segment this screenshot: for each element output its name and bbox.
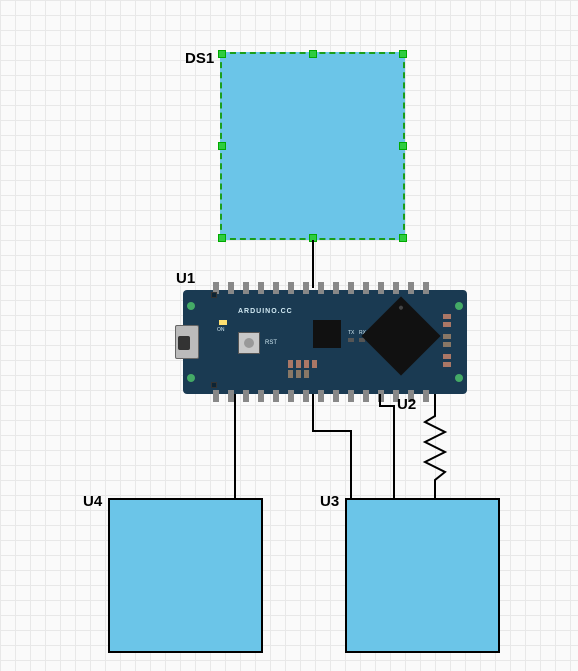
led-on <box>219 320 227 325</box>
wire <box>234 394 236 498</box>
sel-handle[interactable] <box>218 142 226 150</box>
label-u4: U4 <box>83 493 102 510</box>
component-u1-arduino[interactable]: ARDUINO.CC ON RST TX RX <box>183 290 467 394</box>
sel-handle[interactable] <box>309 50 317 58</box>
component-u4[interactable] <box>108 498 263 653</box>
mounting-hole <box>455 302 463 310</box>
header-hole <box>211 292 217 298</box>
component-resistor-u2[interactable] <box>422 410 448 488</box>
reset-button[interactable] <box>238 332 260 354</box>
component-u3[interactable] <box>345 498 500 653</box>
smd <box>304 370 309 378</box>
smd <box>304 360 309 368</box>
smd <box>443 354 451 359</box>
label-u2: U2 <box>397 396 416 413</box>
silk-arduino-cc: ARDUINO.CC <box>238 308 293 315</box>
usb-connector <box>175 325 199 359</box>
sel-handle[interactable] <box>399 142 407 150</box>
component-ds1[interactable] <box>220 52 405 240</box>
smd <box>288 360 293 368</box>
smd <box>443 322 451 327</box>
sel-handle[interactable] <box>218 234 226 242</box>
wire <box>312 430 352 432</box>
chip-small <box>313 320 341 348</box>
smd <box>288 370 293 378</box>
mounting-hole <box>187 302 195 310</box>
silk-tx: TX <box>348 330 354 336</box>
silk-on: ON <box>217 327 225 333</box>
smd <box>296 360 301 368</box>
sel-handle[interactable] <box>218 50 226 58</box>
smd <box>312 360 317 368</box>
wire <box>312 240 314 288</box>
chip-mcu <box>361 296 440 375</box>
smd <box>443 314 451 319</box>
mounting-hole <box>187 374 195 382</box>
sel-handle[interactable] <box>399 234 407 242</box>
label-u3: U3 <box>320 493 339 510</box>
label-u1: U1 <box>176 270 195 287</box>
header-hole <box>211 382 217 388</box>
wire <box>350 430 352 498</box>
wire <box>312 394 314 430</box>
wire <box>393 405 395 498</box>
smd <box>443 362 451 367</box>
silk-rst: RST <box>265 340 277 346</box>
smd <box>443 334 451 339</box>
smd <box>443 342 451 347</box>
sel-handle[interactable] <box>399 50 407 58</box>
smd <box>296 370 301 378</box>
label-ds1: DS1 <box>185 50 214 67</box>
led-tx <box>348 338 354 342</box>
mounting-hole <box>455 374 463 382</box>
